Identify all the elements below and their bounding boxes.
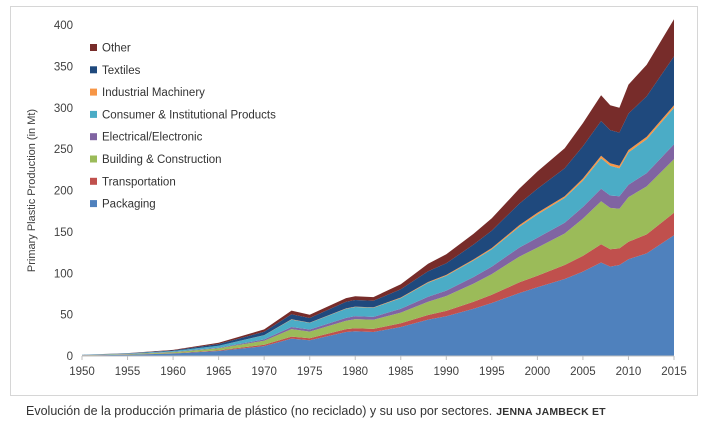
legend: Other Textiles Industrial Machinery Consume…	[90, 43, 276, 211]
y-tick-label: 200	[54, 186, 73, 198]
x-tick-label: 1985	[388, 366, 414, 378]
y-tick-label: 100	[54, 268, 73, 280]
x-tick-label: 1955	[115, 366, 141, 378]
y-tick-label: 50	[60, 310, 73, 322]
y-tick-label: 150	[54, 227, 73, 239]
x-tick-label: 1965	[206, 366, 232, 378]
x-tick-label: 2000	[525, 366, 551, 378]
y-axis-label: Primary Plastic Production (in Mt)	[26, 109, 38, 272]
legend-swatch	[90, 200, 97, 208]
x-tick-label: 2005	[570, 366, 596, 378]
area-building-construction	[82, 159, 674, 356]
y-tick-label: 300	[54, 103, 73, 115]
x-tick-label: 2010	[616, 366, 642, 378]
caption-credit: JENNA JAMBECK ET	[496, 406, 606, 418]
x-tick-label: 1950	[69, 366, 95, 378]
x-tick-label: 1995	[479, 366, 505, 378]
y-tick-label: 400	[54, 20, 73, 32]
x-tick-label: 1975	[297, 366, 323, 378]
legend-swatch	[90, 155, 97, 163]
axes: 1950 1955 1960 1965 1970 1975 1980 1985 1990 1995…	[26, 20, 687, 378]
legend-label: Packaging	[102, 199, 156, 211]
legend-swatch	[90, 44, 97, 51]
figure-caption: Evolución de la producción primaria de p…	[26, 404, 606, 418]
x-tick-label: 1990	[434, 366, 460, 378]
area-packaging	[82, 235, 674, 356]
y-tick-label: 0	[67, 351, 73, 363]
legend-label: Transportation	[102, 176, 176, 188]
legend-swatch	[90, 110, 97, 118]
x-tick-label: 2015	[661, 366, 687, 378]
legend-label: Electrical/Electronic	[102, 132, 203, 144]
legend-label: Building & Construction	[102, 154, 222, 166]
y-tick-label: 250	[54, 144, 73, 156]
legend-swatch	[90, 133, 97, 141]
x-tick-label: 1980	[342, 366, 368, 378]
legend-label: Consumer & Institutional Products	[102, 109, 276, 121]
legend-swatch	[90, 88, 97, 96]
legend-label: Textiles	[102, 65, 141, 77]
x-tick-label: 1970	[251, 366, 277, 378]
area-chart: 1950 1955 1960 1965 1970 1975 1980 1985 1990 1995…	[26, 19, 687, 378]
legend-swatch	[90, 177, 97, 185]
chart-frame: 1950 1955 1960 1965 1970 1975 1980 1985 1990 1995…	[10, 6, 698, 396]
legend-label: Other	[102, 43, 131, 55]
stacked-areas	[82, 19, 674, 356]
y-tick-label: 350	[54, 61, 73, 73]
legend-label: Industrial Machinery	[102, 87, 205, 99]
caption-text: Evolución de la producción primaria de p…	[26, 404, 493, 418]
legend-swatch	[90, 66, 97, 74]
x-tick-label: 1960	[160, 366, 186, 378]
